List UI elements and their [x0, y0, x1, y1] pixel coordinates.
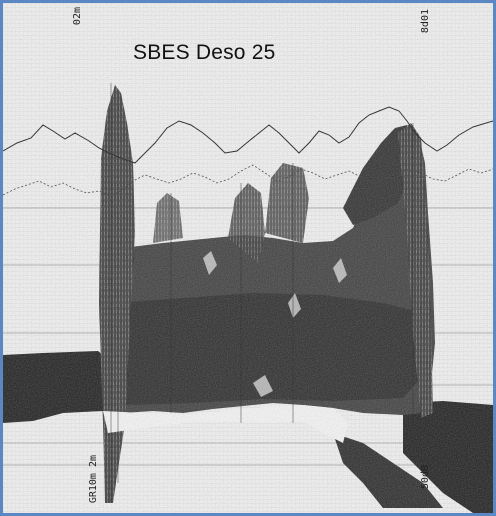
bottom-left-mark: GR10m 2m — [88, 455, 99, 504]
echogram-image — [3, 3, 493, 513]
top-left-mark: 02m — [72, 7, 83, 26]
bottom-right-mark: 50dB — [420, 465, 431, 490]
texture-overlay — [3, 3, 493, 513]
top-right-mark: 8d01 — [420, 9, 431, 34]
figure-title: SBES Deso 25 — [133, 41, 276, 64]
